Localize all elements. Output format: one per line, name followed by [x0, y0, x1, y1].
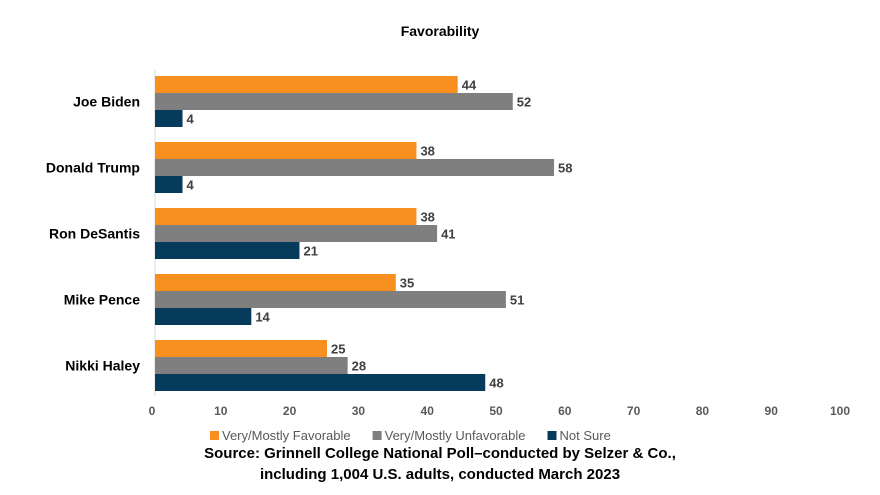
legend-swatch: [210, 431, 219, 440]
category-label: Donald Trump: [46, 160, 140, 176]
x-tick-label: 10: [214, 404, 228, 418]
bar: [155, 76, 458, 93]
legend-label: Very/Mostly Favorable: [222, 428, 351, 443]
data-label: 28: [352, 359, 366, 374]
bar: [155, 308, 252, 325]
x-tick-label: 50: [489, 404, 503, 418]
chart-title: Favorability: [401, 23, 480, 39]
bar: [155, 274, 396, 291]
data-label: 21: [303, 244, 317, 259]
category-label: Mike Pence: [64, 292, 140, 308]
data-label: 4: [187, 178, 195, 193]
bar: [155, 159, 555, 176]
data-label: 51: [510, 293, 524, 308]
bar: [155, 357, 348, 374]
bar: [155, 176, 183, 193]
data-label: 4: [187, 112, 195, 127]
source-line-2: including 1,004 U.S. adults, conducted M…: [259, 466, 621, 483]
data-label: 52: [517, 95, 531, 110]
x-tick-label: 20: [283, 404, 297, 418]
x-tick-label: 100: [830, 404, 850, 418]
bar: [155, 242, 300, 259]
bar: [155, 93, 513, 110]
data-label: 48: [489, 376, 503, 391]
x-tick-label: 90: [765, 404, 779, 418]
legend-swatch: [372, 431, 382, 440]
data-label: 38: [420, 210, 434, 225]
x-tick-label: 40: [421, 404, 435, 418]
category-label: Joe Biden: [73, 94, 140, 110]
bar: [155, 374, 486, 391]
x-tick-label: 30: [352, 404, 366, 418]
bar: [155, 208, 417, 225]
legend-swatch: [547, 431, 557, 440]
category-label: Ron DeSantis: [49, 226, 140, 242]
x-tick-label: 60: [558, 404, 572, 418]
data-label: 25: [331, 342, 345, 357]
legend-label: Very/Mostly Unfavorable: [385, 428, 526, 443]
bar: [155, 291, 506, 308]
source-line-1: Source: Grinnell College National Poll–c…: [204, 445, 676, 462]
category-label: Nikki Haley: [65, 358, 140, 374]
bar: [155, 340, 327, 357]
bar: [155, 110, 183, 127]
bar: [155, 142, 417, 159]
x-tick-label: 80: [696, 404, 710, 418]
data-label: 35: [400, 276, 414, 291]
x-tick-label: 0: [149, 404, 156, 418]
data-label: 44: [462, 78, 477, 93]
x-tick-label: 70: [627, 404, 641, 418]
legend-label: Not Sure: [560, 428, 611, 443]
data-label: 38: [420, 144, 434, 159]
data-label: 41: [441, 227, 455, 242]
data-label: 58: [558, 161, 572, 176]
bar: [155, 225, 438, 242]
data-label: 14: [255, 310, 270, 325]
